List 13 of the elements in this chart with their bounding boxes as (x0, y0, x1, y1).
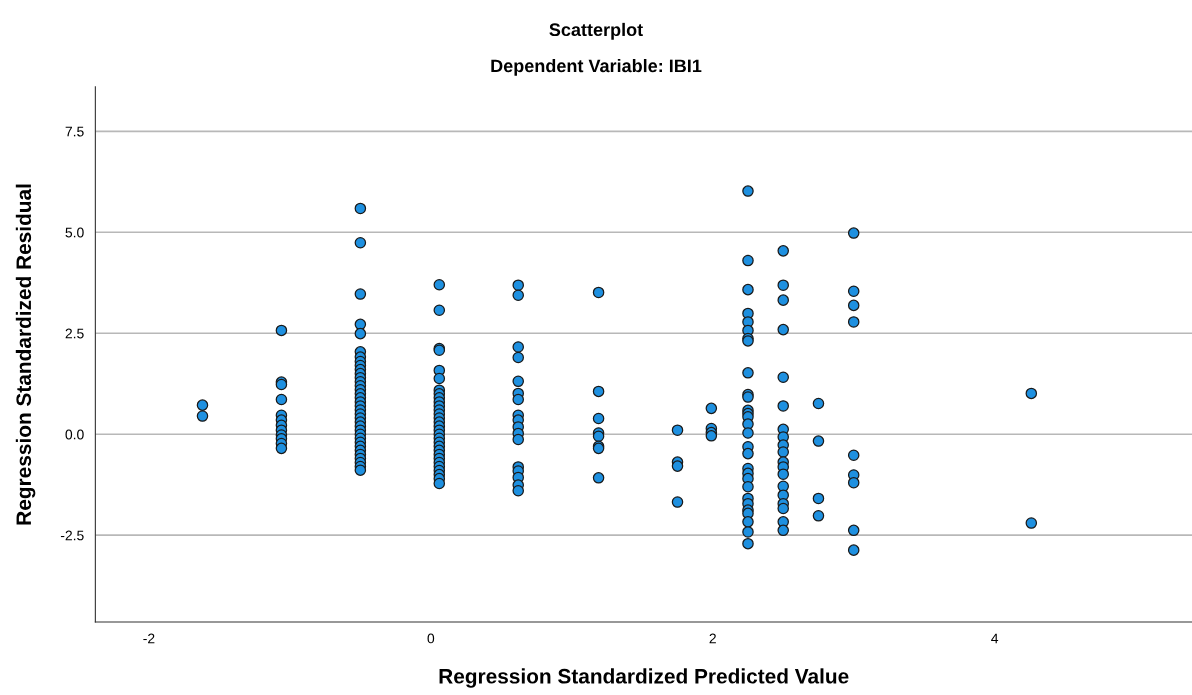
x-tick-label: 4 (991, 633, 999, 644)
chart-title: Scatterplot (549, 22, 643, 40)
y-tick-label: -2.5 (60, 530, 84, 541)
y-axis-title: Regression Standardized Residual (15, 184, 36, 525)
y-tick-label: 2.5 (65, 328, 84, 339)
x-tick-label: -2 (143, 633, 155, 644)
chart-subtitle: Dependent Variable: IBI1 (491, 59, 702, 76)
x-axis-title: Regression Standardized Predicted Value (439, 668, 849, 688)
x-tick-label: 2 (709, 633, 716, 644)
x-tick-label: 0 (427, 633, 435, 644)
y-tick-label: 7.5 (65, 126, 84, 137)
y-tick-label: 0.0 (65, 429, 84, 440)
y-tick-label: 5.0 (65, 227, 84, 238)
